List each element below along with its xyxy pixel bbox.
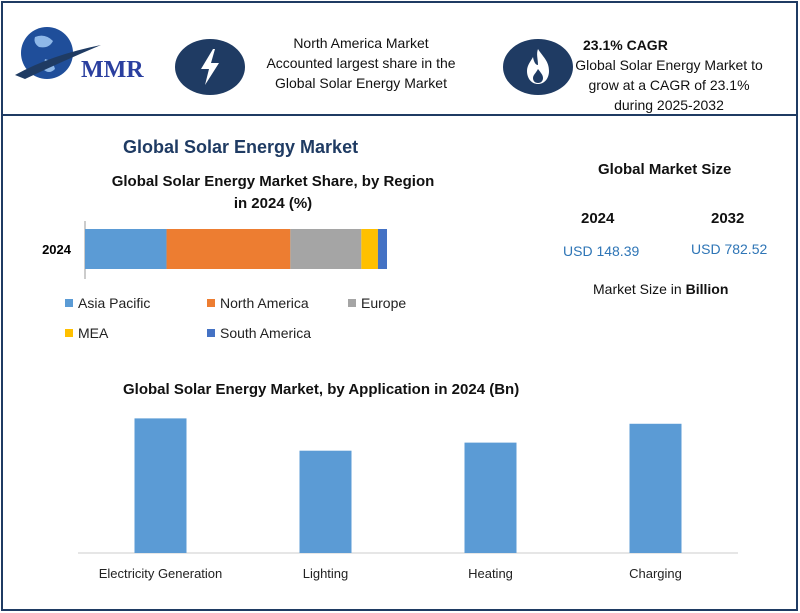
region-share-chart: 2024 Asia Pacific North America Europe MEA So… [42,221,406,341]
application-chart: Electricity Generation Lighting Heating Cha… [78,418,738,581]
bar-charging [629,423,682,553]
market-size-value: USD 782.52 [691,241,768,257]
market-size-year: 2032 [711,210,745,227]
bar-segment-asia-pacific [85,229,167,269]
legend-swatch [207,329,215,337]
share-title-line: Global Solar Energy Market Share, by Reg… [111,173,435,190]
mmr-logo: MMR [15,27,144,83]
legend-label: North America [220,295,309,311]
legend-swatch [348,299,356,307]
cagr-title: 23.1% CAGR [583,37,668,53]
bar-segment-south-america [377,229,387,269]
legend-swatch [65,299,73,307]
legend-label: Europe [361,295,406,311]
x-tick-label: Heating [468,566,513,581]
cagr-stat: Global Solar Energy Market to grow at a … [569,55,769,115]
bar-segment-europe [290,229,362,269]
legend-label: South America [220,325,311,341]
market-size-title: Global Market Size [598,161,732,178]
logo-text: MMR [81,57,144,83]
share-title-line: in 2024 (%) [233,195,313,212]
x-tick-label: Electricity Generation [99,566,223,581]
bar-segment-north-america [166,229,291,269]
bar-segment-mea [361,229,378,269]
flame-icon [503,39,573,95]
legend-label: Asia Pacific [78,295,150,311]
legend-label: MEA [78,325,109,341]
bar-heating [464,442,517,553]
cagr-stat-line: Global Solar Energy Market to [575,57,763,73]
category-label: 2024 [42,242,72,257]
na-stat-line: Accounted largest share in the [266,55,456,71]
market-title: Global Solar Energy Market [123,137,359,157]
market-size-year: 2024 [581,210,615,227]
cagr-stat-line: during 2025-2032 [614,97,724,113]
x-tick-label: Lighting [303,566,349,581]
bar-lighting [299,450,352,553]
cagr-stat-line: grow at a CAGR of 23.1% [588,77,750,93]
market-size-unit: Market Size in Billion [593,281,728,297]
legend-swatch [65,329,73,337]
bolt-icon [175,39,245,95]
x-tick-label: Charging [629,566,682,581]
bar-electricity-generation [134,418,187,553]
globe-land-icon [34,35,53,48]
application-chart-title: Global Solar Energy Market, by Applicati… [123,381,520,398]
share-chart-title: Global Solar Energy Market Share, by Reg… [93,171,453,215]
market-size-value: USD 148.39 [563,243,640,259]
header-band: MMR North America Market Accounted large… [3,3,796,116]
unit-bold: Billion [685,281,729,297]
legend-swatch [207,299,215,307]
north-america-stat: North America Market Accounted largest s… [251,33,471,93]
unit-prefix: Market Size in [593,281,686,297]
na-stat-line: North America Market [293,35,429,51]
swoosh-icon [15,45,101,79]
na-stat-line: Global Solar Energy Market [275,75,447,91]
